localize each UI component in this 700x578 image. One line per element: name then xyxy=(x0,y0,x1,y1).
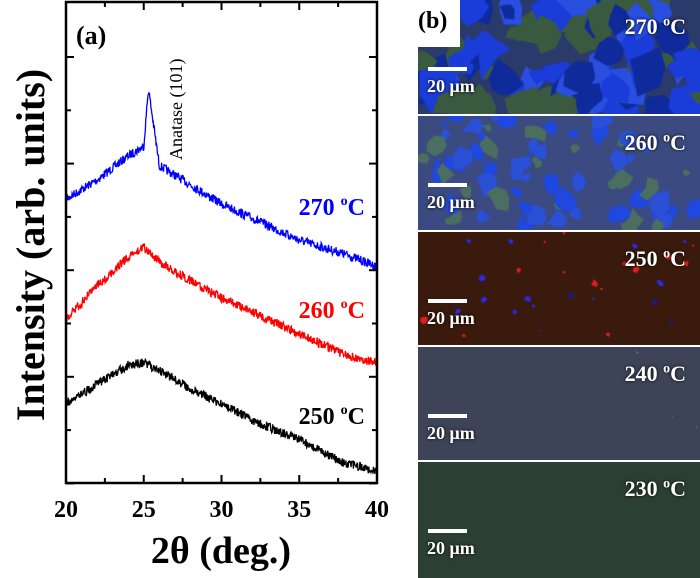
micrograph-image xyxy=(418,462,700,578)
scale-bar-label: 20 μm xyxy=(427,192,475,212)
x-tick-label: 35 xyxy=(287,497,311,523)
scale-bar-label: 20 μm xyxy=(427,76,475,96)
x-axis-title: 2θ (deg.) xyxy=(151,530,291,572)
micrograph-panel: 260 oC 20 μm xyxy=(418,116,700,230)
x-tick-label: 40 xyxy=(365,497,389,523)
scale-bar-label: 20 μm xyxy=(427,423,475,443)
xrd-chart: (a) Anatase (101) 270 oC 260 oC 250 oC 2… xyxy=(8,0,389,572)
series-label-260: 260 oC xyxy=(299,297,365,324)
micrograph-image xyxy=(418,0,700,114)
temperature-label: 270 oC xyxy=(624,14,686,39)
y-axis-title: Intensity (arb. units) xyxy=(8,69,53,421)
scale-bar xyxy=(428,529,467,533)
scale-bar xyxy=(428,299,467,303)
x-tick-label: 30 xyxy=(210,497,234,523)
temperature-label: 230 oC xyxy=(624,476,686,501)
series-line xyxy=(65,91,378,272)
temperature-label: 260 oC xyxy=(624,130,686,155)
micrograph-image xyxy=(418,347,700,460)
micrograph-panel: 240 oC 20 μm xyxy=(418,347,700,460)
curves xyxy=(65,91,378,476)
series-line xyxy=(65,357,378,476)
anatase-annotation: Anatase (101) xyxy=(166,59,187,160)
micrograph-image xyxy=(418,116,700,230)
micrograph-panel: 270 oC 20 μm xyxy=(418,0,700,114)
x-tick-label: 20 xyxy=(54,497,78,523)
panel-label-a: (a) xyxy=(76,21,106,50)
micrograph-panel: 250 oC 20 μm xyxy=(418,232,700,345)
micrograph-image xyxy=(418,232,700,345)
scale-bar xyxy=(428,414,467,418)
axis-ticks xyxy=(65,2,378,485)
scale-bar-label: 20 μm xyxy=(427,308,475,328)
series-line xyxy=(65,243,378,366)
temperature-label: 250 oC xyxy=(624,246,686,271)
temperature-label: 240 oC xyxy=(624,361,686,386)
x-tick-label: 25 xyxy=(132,497,156,523)
series-label-250: 250 oC xyxy=(299,403,365,430)
scale-bar xyxy=(428,67,467,71)
x-tick-labels: 20 25 30 35 40 xyxy=(54,497,389,523)
scale-bar-label: 20 μm xyxy=(427,538,475,558)
micrograph-panel: 230 oC 20 μm xyxy=(418,462,700,578)
series-label-270: 270 oC xyxy=(299,194,365,221)
panel-label-b: (b) xyxy=(418,0,460,47)
scale-bar xyxy=(428,183,467,187)
